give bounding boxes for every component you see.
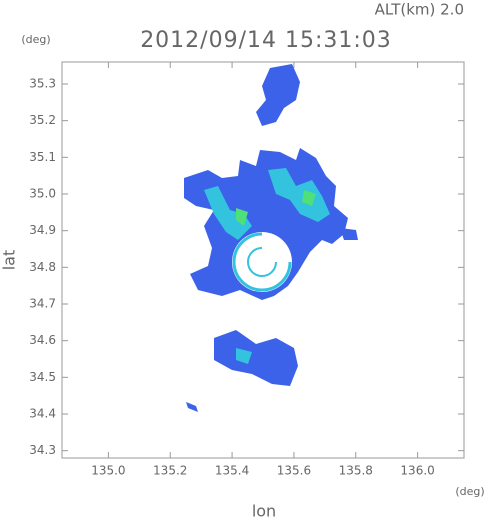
- x-tick-label: 136.0: [400, 464, 434, 478]
- y-tick-label: 35.0: [29, 187, 56, 201]
- echo-area: [256, 64, 300, 126]
- y-tick-label: 35.2: [29, 113, 56, 127]
- echo-area: [268, 168, 330, 222]
- echo-area: [214, 330, 298, 386]
- x-axis-label: lon: [252, 502, 276, 521]
- y-tick-label: 34.5: [29, 370, 56, 384]
- y-tick-label: 34.6: [29, 333, 56, 347]
- echo-area: [204, 186, 252, 240]
- y-tick-label: 35.1: [29, 150, 56, 164]
- x-unit: (deg): [455, 485, 484, 498]
- y-tick-label: 34.3: [29, 443, 56, 457]
- y-tick-label: 34.9: [29, 223, 56, 237]
- x-tick-label: 135.4: [215, 464, 249, 478]
- y-tick-label: 34.4: [29, 407, 56, 421]
- radar-site: [232, 232, 292, 292]
- y-tick-label: 34.7: [29, 297, 56, 311]
- plot-frame: [61, 61, 465, 459]
- x-tick-label: 135.0: [91, 464, 125, 478]
- radar-ring: [247, 247, 277, 277]
- chart-title: 2012/09/14 15:31:03: [140, 28, 392, 53]
- echo-area: [302, 190, 316, 206]
- echo-area: [340, 228, 358, 240]
- x-tick-label: 135.8: [339, 464, 373, 478]
- radar-ring: [232, 232, 292, 292]
- y-axis-label: lat: [0, 250, 19, 271]
- radar-echoes: [184, 64, 358, 412]
- x-tick-label: 135.2: [153, 464, 187, 478]
- echo-area: [236, 208, 248, 226]
- x-tick-label: 135.6: [277, 464, 311, 478]
- y-unit: (deg): [21, 33, 50, 46]
- echo-area: [236, 348, 252, 364]
- altitude-annotation: ALT(km) 2.0: [375, 1, 464, 19]
- echo-area: [186, 402, 198, 412]
- y-tick-label: 35.3: [29, 77, 56, 91]
- y-tick-label: 34.8: [29, 260, 56, 274]
